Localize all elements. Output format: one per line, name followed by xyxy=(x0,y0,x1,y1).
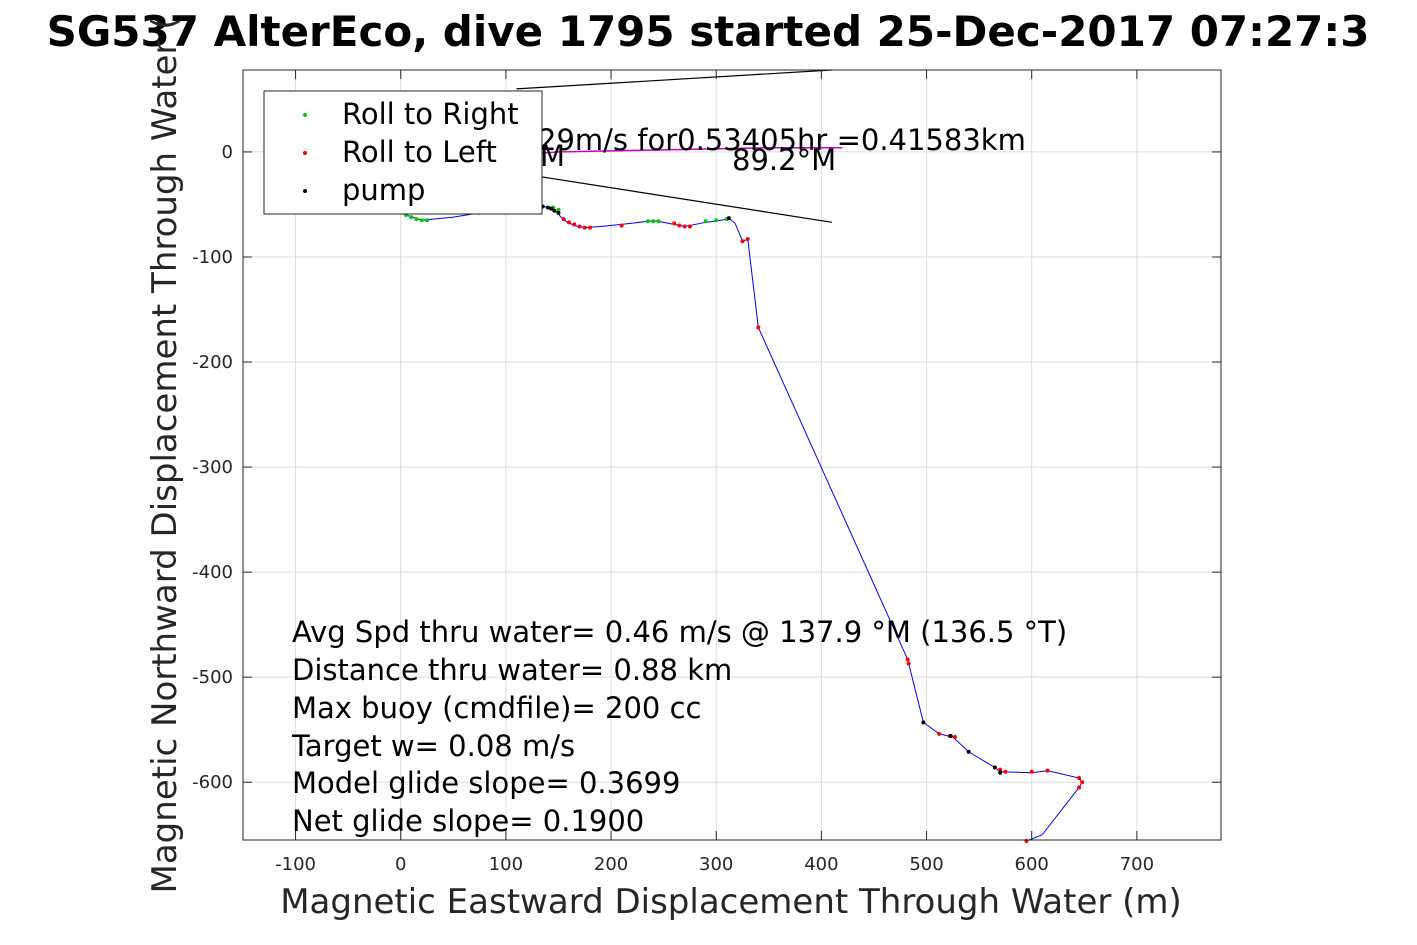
roll-left-point xyxy=(745,237,750,242)
y-tick-label: 0 xyxy=(222,142,233,163)
grid xyxy=(243,70,1221,840)
x-tick-label: 200 xyxy=(594,854,628,875)
roll-right-point xyxy=(714,218,719,223)
pump-point xyxy=(552,208,557,213)
legend-marker-roll-left xyxy=(303,151,307,155)
roll-right-point xyxy=(425,218,430,223)
roll-left-point xyxy=(756,325,761,330)
roll-left-point xyxy=(1080,780,1085,785)
roll-right-point xyxy=(645,219,650,224)
stat-avg-speed: Avg Spd thru water= 0.46 m/s @ 137.9 °M … xyxy=(292,615,1067,649)
x-tick-label: 600 xyxy=(1015,854,1049,875)
pump-point xyxy=(948,734,953,739)
plot-border xyxy=(242,69,1222,841)
roll-left-point xyxy=(582,225,587,230)
roll-left-point xyxy=(672,221,677,226)
roll-right-point xyxy=(556,207,561,212)
stat-net-glide-slope: Net glide slope= 0.1900 xyxy=(292,804,644,838)
x-tick-label: -100 xyxy=(275,854,316,875)
pump-point xyxy=(966,749,971,754)
roll-left-point xyxy=(952,735,957,740)
pump-point xyxy=(545,205,550,210)
y-tick-label: -300 xyxy=(192,457,233,478)
roll-left-point xyxy=(1045,768,1050,773)
roll-left-point xyxy=(687,224,692,229)
stat-model-glide-slope: Model glide slope= 0.3699 xyxy=(292,766,680,800)
y-axis-label: Magnetic Northward Displacement Through … xyxy=(145,17,185,894)
pump-point xyxy=(549,206,554,211)
legend-box xyxy=(263,90,543,215)
heading-annotation: 89.2°M xyxy=(732,143,836,177)
roll-left-point xyxy=(1003,769,1008,774)
x-tick-label: 100 xyxy=(489,854,523,875)
current-vector xyxy=(526,146,843,155)
roll-left-point xyxy=(906,661,911,666)
roll-left-point xyxy=(567,220,571,225)
y-tick-label: -200 xyxy=(192,352,233,373)
current-annotation: 29m/s for0.53405hr =0.41583km xyxy=(538,123,1026,157)
roll-left-point xyxy=(1077,785,1082,790)
roll-left-point xyxy=(561,217,566,222)
roll-left-point xyxy=(577,224,582,229)
roll-right-point xyxy=(651,219,656,224)
chart-title: SG537 AlterEco, dive 1795 started 25-Dec… xyxy=(47,7,1370,56)
roll-left-point xyxy=(1029,769,1034,774)
roll-right-point xyxy=(414,217,419,222)
tick-labels: -100 0 100 200 300 400 500 600 700 0 -100 -200 -300 -… xyxy=(192,142,1154,875)
pump-point xyxy=(556,210,561,215)
pump-point xyxy=(921,720,926,725)
stat-max-buoy: Max buoy (cmdfile)= 200 cc xyxy=(292,691,701,725)
roll-left-point xyxy=(588,225,593,230)
y-tick-label: -400 xyxy=(192,562,233,583)
y-tick-label: -600 xyxy=(192,772,233,793)
tick-marks xyxy=(243,70,1221,840)
y-tick-label: -500 xyxy=(192,667,233,688)
roll-left-point xyxy=(937,731,942,736)
roll-left-point xyxy=(619,223,624,228)
roll-left-point xyxy=(905,657,910,662)
legend-marker-pump xyxy=(303,189,307,193)
x-tick-label: 700 xyxy=(1120,854,1154,875)
stat-distance: Distance thru water= 0.88 km xyxy=(292,653,732,687)
x-tick-label: 300 xyxy=(699,854,733,875)
x-tick-label: 0 xyxy=(395,854,406,875)
legend-label-roll-right: Roll to Right xyxy=(342,97,519,131)
roll-left-point xyxy=(1077,776,1082,781)
annotation-line xyxy=(516,172,832,223)
stat-target-w: Target w= 0.08 m/s xyxy=(291,729,575,763)
roll-left-point xyxy=(682,224,687,229)
partial-annotation: M xyxy=(540,139,565,173)
legend: Roll to Right Roll to Left pump xyxy=(263,90,543,215)
legend-marker-roll-right xyxy=(303,113,307,117)
roll-right-point xyxy=(656,219,661,224)
annotation-line xyxy=(516,69,832,90)
annotation-lines xyxy=(516,69,832,223)
roll-right-point xyxy=(419,218,424,223)
roll-left-point xyxy=(740,239,745,244)
roll-left-point xyxy=(677,223,682,228)
x-tick-label: 400 xyxy=(804,854,838,875)
legend-label-pump: pump xyxy=(342,173,425,207)
pump-point xyxy=(726,216,731,221)
x-tick-label: 500 xyxy=(909,854,943,875)
pump-point xyxy=(992,765,997,770)
roll-left-point xyxy=(998,767,1003,772)
x-axis-label: Magnetic Eastward Displacement Through W… xyxy=(280,882,1182,922)
roll-right-point xyxy=(409,215,414,220)
current-line xyxy=(526,146,843,155)
dive-statistics: Avg Spd thru water= 0.46 m/s @ 137.9 °M … xyxy=(291,615,1067,838)
roll-right-point xyxy=(703,219,708,224)
y-tick-label: -100 xyxy=(192,247,233,268)
pump-point xyxy=(998,770,1003,775)
legend-label-roll-left: Roll to Left xyxy=(342,135,497,169)
roll-left-point xyxy=(572,222,577,227)
